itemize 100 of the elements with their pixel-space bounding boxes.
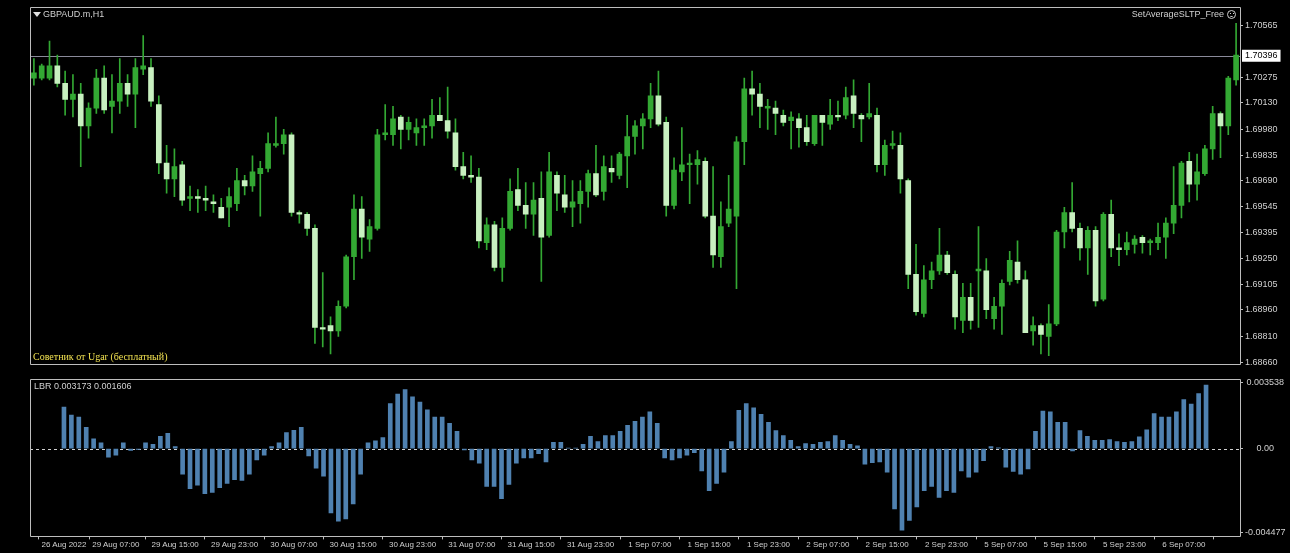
candlestick bbox=[195, 189, 201, 213]
bar bbox=[343, 448, 349, 520]
bar bbox=[373, 440, 378, 449]
x-tick-label: 1 Sep 07:00 bbox=[628, 540, 672, 550]
x-tick-label: 1 Sep 15:00 bbox=[687, 540, 732, 550]
bar bbox=[877, 448, 883, 463]
y-tick-label: 1.69690 bbox=[1244, 175, 1278, 186]
bar bbox=[780, 435, 786, 449]
candlestick bbox=[437, 97, 443, 121]
x-tick-label: 2 Sep 15:00 bbox=[865, 540, 910, 550]
bar bbox=[869, 448, 875, 464]
x-tick-label: 30 Aug 23:00 bbox=[388, 540, 437, 550]
bar bbox=[395, 393, 401, 449]
candlestick bbox=[749, 70, 755, 116]
x-tick-label: 30 Aug 07:00 bbox=[270, 540, 318, 550]
x-tick-label: 5 Sep 07:00 bbox=[984, 540, 1028, 550]
candlestick bbox=[31, 58, 37, 86]
bar bbox=[91, 438, 96, 449]
bar bbox=[172, 446, 178, 449]
ref-line-label: 1.70396 bbox=[1245, 50, 1278, 61]
bar bbox=[269, 446, 274, 449]
annotation: Советник от Ugar (бесплатный) bbox=[33, 351, 168, 364]
x-tick-label: 31 Aug 23:00 bbox=[566, 540, 615, 550]
bar bbox=[76, 416, 82, 449]
x-tick-label: 29 Aug 07:00 bbox=[92, 540, 140, 550]
bar bbox=[825, 441, 831, 449]
bar bbox=[306, 448, 312, 457]
bar bbox=[232, 448, 237, 480]
bar bbox=[1018, 448, 1023, 475]
bar bbox=[1055, 422, 1061, 449]
x-tick-label: 30 Aug 15:00 bbox=[329, 540, 378, 550]
bar bbox=[336, 448, 341, 522]
candlestick bbox=[522, 182, 529, 229]
bar bbox=[106, 448, 111, 458]
bar bbox=[1159, 416, 1164, 449]
x-tick-label: 5 Sep 15:00 bbox=[1043, 540, 1088, 550]
bar bbox=[1144, 429, 1150, 449]
bar bbox=[662, 448, 667, 459]
bar bbox=[736, 409, 742, 449]
bar bbox=[209, 448, 215, 493]
candlestick bbox=[639, 113, 646, 150]
candlestick bbox=[257, 160, 264, 217]
bar bbox=[1092, 440, 1098, 449]
bar bbox=[83, 427, 89, 449]
bar bbox=[907, 448, 912, 521]
candlestick bbox=[273, 116, 279, 148]
y-tick-label: 0.00 bbox=[1256, 443, 1275, 454]
bar bbox=[350, 448, 356, 505]
x-tick-label: 5 Sep 23:00 bbox=[1102, 540, 1147, 550]
bar bbox=[120, 442, 126, 449]
y-tick-label: 0.003538 bbox=[1246, 376, 1285, 387]
bar bbox=[536, 448, 541, 455]
bar bbox=[944, 448, 949, 491]
bar bbox=[1107, 439, 1112, 449]
bar bbox=[143, 442, 148, 449]
bar bbox=[803, 443, 808, 449]
bar bbox=[261, 448, 267, 456]
annotation: SetAverageSLTP_Free bbox=[1131, 9, 1224, 20]
y-tick-label: 1.70275 bbox=[1244, 71, 1278, 82]
candlestick bbox=[319, 272, 326, 348]
bar bbox=[410, 396, 415, 449]
bar bbox=[521, 448, 527, 459]
x-tick-label: 2 Sep 23:00 bbox=[924, 540, 969, 550]
x-tick-label: 6 Sep 07:00 bbox=[1162, 540, 1206, 550]
bar bbox=[788, 440, 794, 449]
bar bbox=[677, 448, 682, 459]
bar bbox=[551, 442, 556, 449]
candlestick bbox=[788, 111, 794, 150]
bar bbox=[840, 440, 845, 449]
candlestick bbox=[187, 185, 193, 212]
bar bbox=[1003, 448, 1009, 468]
candlestick bbox=[70, 74, 76, 118]
bar bbox=[729, 441, 734, 449]
bar bbox=[195, 448, 200, 486]
bar bbox=[1196, 393, 1201, 449]
bar bbox=[298, 427, 304, 449]
bar bbox=[439, 416, 445, 449]
x-tick-label: 1 Sep 23:00 bbox=[746, 540, 791, 550]
bar bbox=[892, 448, 897, 510]
y-tick-label: 1.69250 bbox=[1244, 252, 1278, 263]
bar bbox=[1047, 411, 1053, 449]
candlestick bbox=[764, 99, 771, 130]
bar bbox=[158, 436, 163, 449]
bar bbox=[128, 448, 134, 451]
bar bbox=[914, 448, 920, 508]
bar bbox=[1010, 448, 1016, 472]
bar bbox=[1122, 442, 1127, 449]
y-tick-label: 1.69105 bbox=[1244, 278, 1278, 289]
bar bbox=[640, 416, 645, 449]
bar bbox=[484, 448, 490, 487]
bar bbox=[499, 448, 504, 499]
bar bbox=[528, 448, 534, 459]
x-tick-label: 29 Aug 23:00 bbox=[210, 540, 259, 550]
y-tick-label: -0.004477 bbox=[1244, 526, 1286, 537]
y-tick-label: 1.68810 bbox=[1244, 330, 1278, 341]
bar bbox=[625, 425, 630, 449]
bar bbox=[425, 409, 430, 449]
y-tick-label: 1.69545 bbox=[1244, 200, 1278, 211]
bar bbox=[1136, 436, 1142, 449]
candlestick bbox=[109, 74, 115, 134]
